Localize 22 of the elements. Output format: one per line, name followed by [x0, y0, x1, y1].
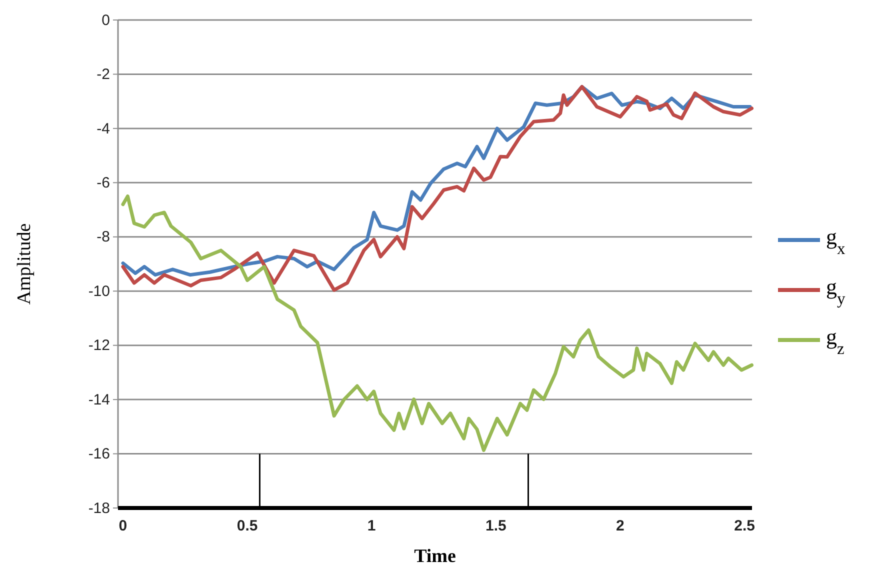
y-tick-label: -10: [88, 282, 110, 300]
y-tick-label: 0: [102, 12, 110, 29]
legend-label: g$_{y}$: [826, 274, 846, 308]
x-axis-title: Time: [414, 546, 456, 567]
y-tick-label: -14: [88, 391, 110, 408]
y-tick-label: -2: [96, 66, 110, 84]
y-axis-title: Amplitude: [14, 223, 35, 305]
x-tick-label: 2: [616, 518, 624, 534]
x-tick-label: 0.5: [236, 518, 258, 534]
x-tick-label: 1.5: [485, 518, 506, 534]
y-tick-label: -16: [88, 446, 110, 463]
x-tick-label: 0: [118, 518, 128, 534]
y-tick-label: -12: [88, 337, 110, 354]
y-tick-label: -8: [96, 228, 110, 246]
line-series: [121, 194, 754, 452]
legend-label: g$_{z}$: [826, 324, 844, 358]
x-tick-label: 1: [367, 518, 376, 534]
y-tick-label: -4: [96, 120, 110, 138]
y-tick-label: -18: [88, 500, 110, 517]
x-tick-label: 2.5: [734, 518, 755, 534]
legend-label: g$_{x}$: [826, 224, 846, 258]
y-tick-label: -6: [96, 174, 110, 192]
